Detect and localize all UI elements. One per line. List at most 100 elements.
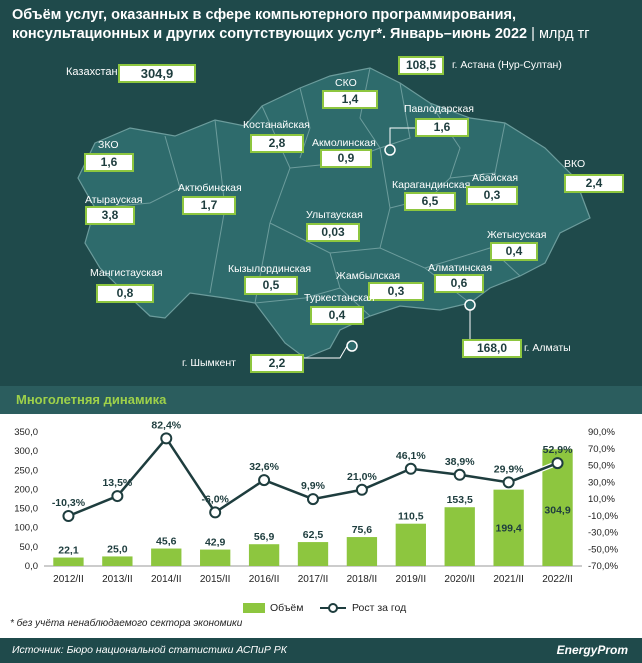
astana-marker bbox=[384, 144, 396, 156]
y-right-tick-label: -70,0% bbox=[588, 561, 619, 572]
region-value-pavlodar: 1,6 bbox=[415, 118, 469, 137]
title-unit: | млрд тг bbox=[531, 26, 590, 42]
energyprom-logo: EnergyProm bbox=[556, 643, 628, 657]
x-tick-label: 2016/II bbox=[249, 574, 280, 585]
x-tick-label: 2018/II bbox=[347, 574, 378, 585]
y-right-tick-label: 30,0% bbox=[588, 477, 615, 488]
region-value-akmola: 0,9 bbox=[320, 149, 372, 168]
y-left-tick-label: 100,0 bbox=[14, 523, 38, 534]
section-header: Многолетняя динамика bbox=[0, 386, 642, 414]
region-name-turkestan: Туркестанская bbox=[304, 292, 375, 304]
legend-item-bar: Объём bbox=[270, 602, 304, 614]
bar-2021/II bbox=[493, 489, 524, 566]
x-tick-label: 2014/II bbox=[151, 574, 182, 585]
bar-2014/II bbox=[151, 548, 182, 566]
almaty-label: г. Алматы bbox=[524, 342, 571, 354]
region-value-kyzylorda: 0,5 bbox=[244, 276, 298, 295]
chart-svg: 0,0 50,0 100,0 150,0 200,0 250,0 300,0 350,0 90,… bbox=[14, 419, 619, 585]
y-right-tick-label: 90,0% bbox=[588, 427, 615, 438]
y-left-tick-label: 250,0 bbox=[14, 465, 38, 476]
y-right-tick-label: 10,0% bbox=[588, 494, 615, 505]
y-left-tick-label: 300,0 bbox=[14, 446, 38, 457]
growth-point bbox=[453, 468, 466, 481]
y-right-tick-label: -50,0% bbox=[588, 544, 619, 555]
region-name-abay: Абайская bbox=[472, 172, 519, 184]
x-tick-label: 2021/II bbox=[493, 574, 524, 585]
region-value-turkestan: 0,4 bbox=[310, 306, 364, 325]
growth-point bbox=[551, 457, 564, 470]
growth-point bbox=[62, 510, 75, 523]
region-name-karaganda: Карагандинская bbox=[392, 179, 471, 191]
region-value-mangistau: 0,8 bbox=[96, 284, 154, 303]
growth-point bbox=[355, 483, 368, 496]
growth-point bbox=[111, 490, 124, 503]
y-right-tick-label: 70,0% bbox=[588, 444, 615, 455]
growth-value-label: 9,9% bbox=[301, 480, 326, 492]
x-tick-label: 2012/II bbox=[53, 574, 84, 585]
bar-value-label: 75,6 bbox=[352, 524, 373, 536]
x-tick-label: 2022/II bbox=[542, 574, 573, 585]
bar-value-label: 56,9 bbox=[254, 531, 275, 543]
growth-value-label: 82,4% bbox=[151, 419, 181, 431]
y-left-tick-label: 50,0 bbox=[20, 542, 39, 553]
section-title: Многолетняя динамика bbox=[16, 392, 167, 407]
region-name-ulytau: Улытауская bbox=[306, 209, 363, 221]
shymkent-marker bbox=[346, 340, 358, 352]
kazakhstan-map: Казахстан 304,9 108,5 г. Астана (Нур-Сул… bbox=[0, 48, 642, 383]
y-right-tick-label: 50,0% bbox=[588, 461, 615, 472]
shymkent-value: 2,2 bbox=[250, 354, 304, 373]
total-label: Казахстан bbox=[66, 66, 118, 78]
growth-value-label: 21,0% bbox=[347, 471, 377, 483]
bar-value-label: 42,9 bbox=[205, 537, 226, 549]
bar-value-label: 22,1 bbox=[58, 545, 79, 557]
growth-point bbox=[404, 462, 417, 475]
region-value-zhetysu: 0,4 bbox=[490, 242, 538, 261]
y-left-tick-label: 200,0 bbox=[14, 484, 38, 495]
astana-label: г. Астана (Нур-Султан) bbox=[452, 59, 562, 71]
region-name-atyrau: Атырауская bbox=[85, 194, 143, 206]
x-tick-label: 2020/II bbox=[444, 574, 475, 585]
bar-value-label: 199,4 bbox=[495, 523, 521, 535]
x-tick-label: 2013/II bbox=[102, 574, 133, 585]
bar-2016/II bbox=[248, 544, 280, 566]
region-value-vko: 2,4 bbox=[564, 174, 624, 193]
growth-value-label: 13,5% bbox=[102, 477, 132, 489]
source-text: Источник: Бюро национальной статистики А… bbox=[12, 644, 287, 656]
region-value-ulytau: 0,03 bbox=[306, 223, 360, 242]
y-left-tick-label: 350,0 bbox=[14, 427, 38, 438]
footer: * без учёта ненаблюдаемого сектора эконо… bbox=[0, 616, 642, 663]
bar-value-label: 153,5 bbox=[447, 494, 473, 506]
region-name-zhetysu: Жетысуская bbox=[487, 229, 547, 241]
page-title: Объём услуг, оказанных в сфере компьютер… bbox=[12, 6, 632, 44]
x-tick-label: 2019/II bbox=[396, 574, 427, 585]
region-value-atyrau: 3,8 bbox=[85, 206, 135, 225]
almaty-marker bbox=[464, 299, 476, 311]
bar-2018/II bbox=[346, 537, 378, 566]
region-value-aktobe: 1,7 bbox=[182, 196, 236, 215]
y-right-tick-label: -30,0% bbox=[588, 528, 619, 539]
bar-2019/II bbox=[395, 523, 426, 566]
growth-value-label: -10,3% bbox=[52, 497, 86, 509]
region-value-karaganda: 6,5 bbox=[404, 192, 456, 211]
bar-2012/II bbox=[53, 557, 84, 566]
bar-value-label: 25,0 bbox=[107, 543, 128, 555]
growth-value-label: -6,0% bbox=[201, 493, 229, 505]
region-name-aktobe: Актюбинская bbox=[178, 182, 242, 194]
growth-point bbox=[258, 474, 271, 487]
region-name-akmola: Акмолинская bbox=[312, 137, 376, 149]
y-left-tick-label: 150,0 bbox=[14, 504, 38, 515]
chart-legend: Объём Рост за год bbox=[0, 598, 642, 618]
region-name-vko: ВКО bbox=[564, 158, 586, 170]
bar-value-label: 45,6 bbox=[156, 536, 177, 548]
astana-value: 108,5 bbox=[398, 56, 444, 75]
region-name-kyzylorda: Кызылординская bbox=[228, 263, 312, 275]
bar-2015/II bbox=[200, 549, 231, 566]
region-name-pavlodar: Павлодарская bbox=[404, 103, 474, 115]
legend-item-line: Рост за год bbox=[352, 602, 407, 614]
title-text: Объём услуг, оказанных в сфере компьютер… bbox=[12, 7, 528, 42]
legend-swatch-line bbox=[320, 603, 346, 613]
y-left-tick-label: 0,0 bbox=[25, 561, 38, 572]
bar-2020/II bbox=[444, 507, 475, 566]
region-name-kostanay: Костанайская bbox=[243, 119, 310, 131]
bar-2017/II bbox=[297, 542, 329, 566]
